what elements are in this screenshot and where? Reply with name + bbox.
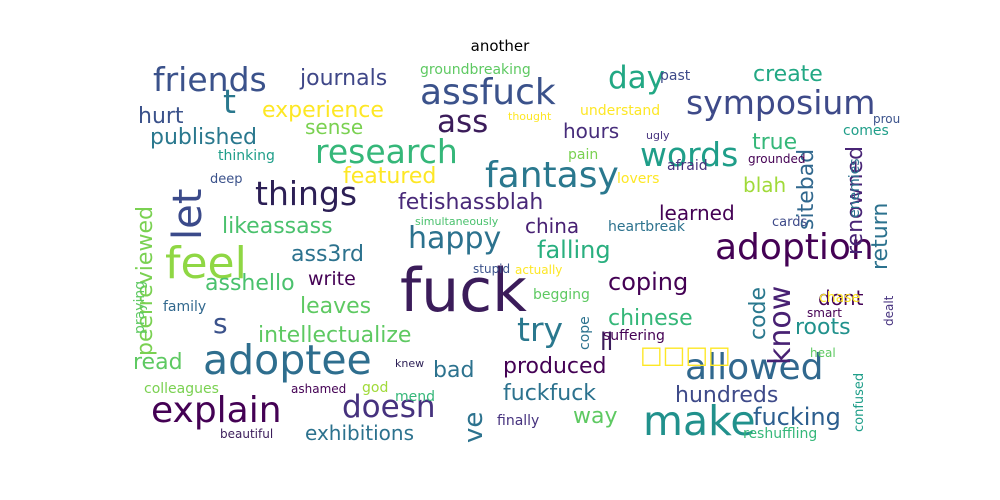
word-research: research <box>315 132 458 171</box>
word-understand: understand <box>580 103 661 119</box>
word-intellectualize: intellectualize <box>258 323 412 348</box>
word-assfuck: assfuck <box>420 72 556 113</box>
word-lovers: lovers <box>617 171 660 187</box>
word-code: code <box>746 286 771 340</box>
word-return: return <box>868 202 893 270</box>
word-smart: smart <box>807 306 842 320</box>
word-cope: cope <box>577 316 593 350</box>
word-make: make <box>643 397 756 445</box>
word-published: published <box>150 125 258 150</box>
word-cloud: fuck adoptee make feel let assfuck fanta… <box>125 60 900 450</box>
word-roots: roots <box>795 315 851 340</box>
word-t: t <box>223 82 236 121</box>
word-adoption: adoption <box>715 227 874 268</box>
word-try: try <box>517 310 564 349</box>
word-thinking: thinking <box>218 148 275 164</box>
word-hours: hours <box>563 119 620 143</box>
word-exhibitions: exhibitions <box>305 421 415 445</box>
word-enemies: enemies <box>847 158 863 218</box>
word-experience: experience <box>262 98 384 123</box>
word-produced: produced <box>503 354 607 379</box>
word-learned: learned <box>659 201 735 225</box>
word-blah: blah <box>743 173 787 197</box>
word-thought: thought <box>508 110 552 123</box>
word-proud: proud <box>873 112 900 126</box>
word-colleagues: colleagues <box>144 381 219 397</box>
word-chinese: chinese <box>608 306 693 331</box>
word-china: china <box>525 214 580 238</box>
word-leaves: leaves <box>300 294 372 319</box>
word-heal: heal <box>810 346 836 360</box>
word-stupid: stupid <box>473 262 511 276</box>
word-ashamed: ashamed <box>291 382 347 396</box>
word-actually: actually <box>515 263 563 277</box>
word-groundbreaking: groundbreaking <box>420 62 531 78</box>
word-words: words <box>640 135 739 174</box>
word-day: day <box>608 60 666 96</box>
word-symposium: symposium <box>686 83 876 122</box>
word-journals: journals <box>300 66 388 91</box>
word-hundreds: hundreds <box>675 383 779 408</box>
word-bad: bad <box>433 358 475 383</box>
word-create: create <box>753 62 823 87</box>
word-heartbreak: heartbreak <box>608 219 685 235</box>
word-let: let <box>165 188 211 240</box>
word-grounded: grounded <box>748 152 806 166</box>
word-finally: finally <box>497 413 540 429</box>
word-friends: friends <box>153 60 267 99</box>
word-ass: ass <box>437 104 489 140</box>
word-family: family <box>163 299 207 315</box>
word-way: way <box>573 404 618 429</box>
word-doesn: doesn <box>342 389 436 425</box>
word-dont: dont <box>818 286 864 310</box>
word-ugly: ugly <box>646 129 670 142</box>
word-sense: sense <box>305 115 364 139</box>
word-s: s <box>213 307 228 340</box>
word-write: write <box>308 268 356 290</box>
word-unrendered-glyphs: □□□□ <box>640 341 731 369</box>
word-ve: ve <box>459 411 489 443</box>
word-fuckfuck: fuckfuck <box>503 381 597 406</box>
word-fantasy: fantasy <box>485 155 619 196</box>
word-featured: featured <box>343 164 437 189</box>
word-simultaneously: simultaneously <box>415 215 499 228</box>
word-mend: mend <box>395 389 436 405</box>
word-pain: pain <box>568 147 599 163</box>
word-ass3rd: ass3rd <box>291 242 365 267</box>
word-things: things <box>255 174 358 213</box>
word-happy: happy <box>408 221 502 256</box>
word-begging: begging <box>533 287 590 303</box>
word-asshello: asshello <box>205 271 295 296</box>
word-true: true <box>752 130 798 155</box>
word-deep: deep <box>210 172 243 187</box>
word-feel: feel <box>165 238 247 289</box>
word-dealt: dealt <box>882 295 896 326</box>
word-fetishassblah: fetishassblah <box>398 190 544 215</box>
word-allowed: allowed <box>685 347 824 388</box>
word-hurt: hurt <box>138 104 184 129</box>
word-likeassass: likeassass <box>222 214 333 239</box>
word-confused: confused <box>852 372 867 432</box>
word-afraid: afraid <box>667 158 708 174</box>
word-comes: comes <box>843 123 889 139</box>
word-falling: falling <box>537 236 611 264</box>
word-god: god <box>362 380 389 396</box>
word-praying: praying <box>132 280 148 334</box>
word-suffering: suffering <box>603 328 665 344</box>
word-beautiful: beautiful <box>220 427 274 441</box>
word-read: read <box>133 350 183 375</box>
word-reshuffling: reshuffling <box>743 426 818 442</box>
word-past: past <box>660 68 691 84</box>
word-cloud-title: another <box>470 37 530 55</box>
word-fucking: fucking <box>753 403 841 431</box>
word-chase: chase <box>819 290 861 306</box>
word-fuck: fuck <box>400 256 527 326</box>
word-explain: explain <box>151 390 282 431</box>
word-cards: cards <box>772 215 808 230</box>
word-knew: knew <box>395 357 425 370</box>
word-adoptee: adoptee <box>203 336 372 384</box>
word-coping: coping <box>608 268 689 296</box>
word-ll: ll <box>600 328 614 356</box>
